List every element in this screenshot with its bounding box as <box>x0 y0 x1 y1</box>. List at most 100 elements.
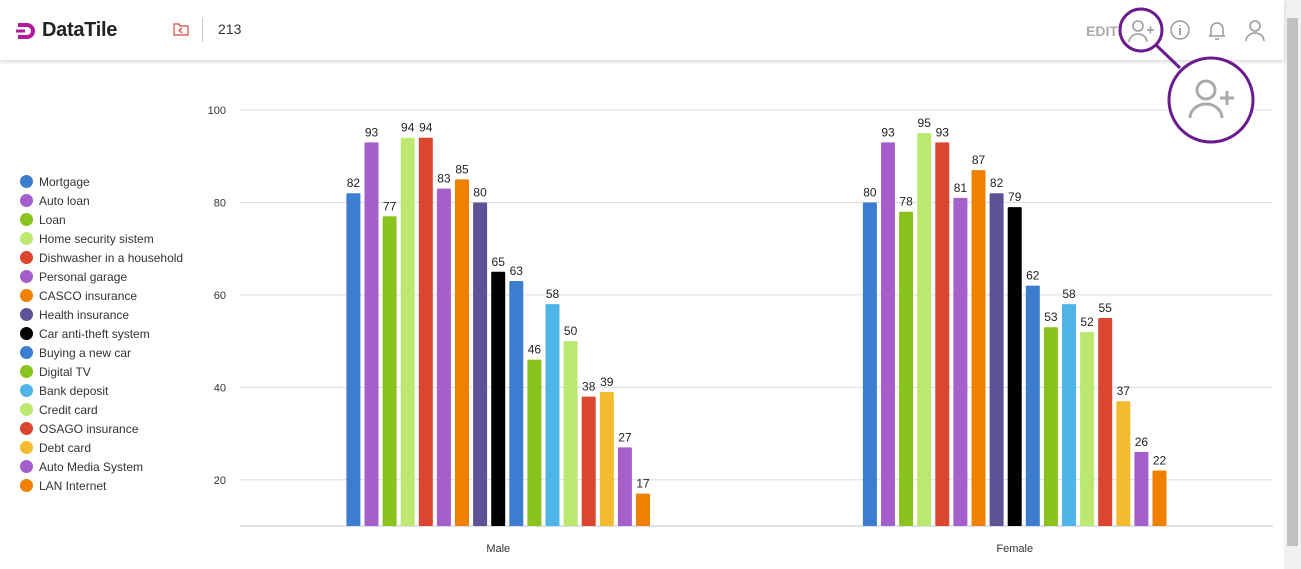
data-label: 39 <box>600 375 614 389</box>
data-label: 50 <box>564 324 578 338</box>
bar <box>545 304 560 526</box>
legend-swatch <box>20 194 33 207</box>
bar <box>953 197 968 527</box>
legend-label: Dishwasher in a household <box>39 250 184 265</box>
bar <box>599 391 614 526</box>
bar <box>346 193 361 526</box>
bar <box>527 359 542 526</box>
y-tick-label: 80 <box>214 197 226 209</box>
data-label: 95 <box>918 116 932 130</box>
legend-item[interactable]: Credit card <box>20 400 183 419</box>
bar <box>491 271 506 526</box>
legend-label: Auto loan <box>39 193 90 208</box>
x-tick-label: Male <box>486 543 510 555</box>
legend-item[interactable]: Car anti-theft system <box>20 324 183 343</box>
data-label: 26 <box>1135 435 1149 449</box>
bell-icon[interactable] <box>1205 18 1229 42</box>
legend-item[interactable]: Buying a new car <box>20 343 183 362</box>
bar <box>473 202 488 526</box>
logo[interactable]: DataTile <box>16 19 117 42</box>
bar <box>917 133 932 526</box>
item-count: 213 <box>218 21 242 37</box>
data-label: 78 <box>899 195 913 209</box>
folder-back-icon[interactable] <box>173 22 189 36</box>
bar <box>455 179 469 526</box>
legend-label: Home security sistem <box>39 231 154 246</box>
bar <box>400 137 415 526</box>
bar <box>563 341 578 526</box>
legend-item[interactable]: Mortgage <box>20 172 183 191</box>
info-icon[interactable] <box>1168 18 1192 42</box>
add-user-highlight-callout <box>1118 7 1255 144</box>
legend-swatch <box>20 251 33 264</box>
data-label: 46 <box>528 343 542 357</box>
data-label: 81 <box>954 181 968 195</box>
user-icon[interactable] <box>1243 18 1267 42</box>
bar <box>617 447 632 526</box>
legend-swatch <box>20 175 33 188</box>
y-tick-label: 60 <box>214 290 226 302</box>
bar <box>1134 452 1149 526</box>
legend-item[interactable]: Dishwasher in a household <box>20 248 183 267</box>
bar <box>364 142 379 526</box>
legend-swatch <box>20 213 33 226</box>
data-label: 63 <box>510 264 524 278</box>
legend-item[interactable]: LAN Internet <box>20 476 183 495</box>
bar <box>1152 470 1167 526</box>
data-label: 17 <box>636 477 650 491</box>
data-label: 52 <box>1080 315 1094 329</box>
legend-label: Personal garage <box>39 269 128 284</box>
legend-swatch <box>20 327 33 340</box>
legend-item[interactable]: Loan <box>20 210 183 229</box>
legend-swatch <box>20 460 33 473</box>
legend-swatch <box>20 270 33 283</box>
data-label: 79 <box>1008 190 1022 204</box>
bar <box>636 493 650 526</box>
data-label: 27 <box>618 430 632 444</box>
data-label: 83 <box>437 172 451 186</box>
data-label: 37 <box>1117 384 1131 398</box>
bar-chart: 20 40 60 80 100 Male 82 93 77 94 94 83 85 80 65 63 46 58 5… <box>208 105 1273 555</box>
data-label: 55 <box>1099 301 1113 315</box>
data-label: 65 <box>492 255 506 269</box>
scrollbar-thumb[interactable] <box>1287 18 1298 546</box>
data-label: 80 <box>863 185 877 199</box>
legend-item[interactable]: CASCO insurance <box>20 286 183 305</box>
legend-item[interactable]: Home security sistem <box>20 229 183 248</box>
data-label: 94 <box>401 121 415 135</box>
legend-label: Bank deposit <box>39 383 109 398</box>
edit-button[interactable]: EDIT <box>1086 23 1118 39</box>
legend-swatch <box>20 289 33 302</box>
legend-item[interactable]: OSAGO insurance <box>20 419 183 438</box>
bar <box>1116 401 1131 526</box>
add-user-icon[interactable] <box>1126 18 1156 44</box>
legend-swatch <box>20 479 33 492</box>
vertical-scrollbar[interactable] <box>1284 0 1301 569</box>
bar <box>971 170 986 526</box>
legend-item[interactable]: Auto loan <box>20 191 183 210</box>
legend-label: OSAGO insurance <box>39 421 139 436</box>
legend-label: Credit card <box>39 402 98 417</box>
data-label: 93 <box>936 125 950 139</box>
bar <box>1062 304 1076 526</box>
divider <box>202 18 203 42</box>
data-label: 80 <box>473 185 487 199</box>
data-label: 58 <box>1062 287 1076 301</box>
legend-item[interactable]: Personal garage <box>20 267 183 286</box>
legend-item[interactable]: Bank deposit <box>20 381 183 400</box>
data-label: 77 <box>383 199 397 213</box>
legend-item[interactable]: Debt card <box>20 438 183 457</box>
data-label: 93 <box>881 125 895 139</box>
legend-item[interactable]: Digital TV <box>20 362 183 381</box>
legend-item[interactable]: Health insurance <box>20 305 183 324</box>
legend-swatch <box>20 422 33 435</box>
bar <box>418 137 433 526</box>
legend-item[interactable]: Auto Media System <box>20 457 183 476</box>
datatile-logo-icon <box>16 22 35 39</box>
data-label: 87 <box>972 153 986 167</box>
bar <box>1080 331 1095 526</box>
legend-swatch <box>20 232 33 245</box>
bar <box>382 216 397 527</box>
legend-label: LAN Internet <box>39 478 107 493</box>
legend-swatch <box>20 384 33 397</box>
